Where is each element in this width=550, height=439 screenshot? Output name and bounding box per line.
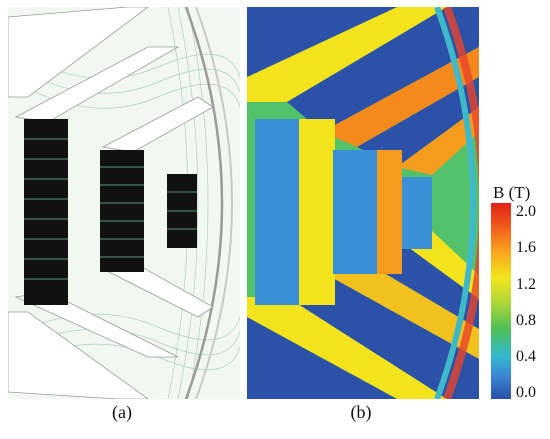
coils	[24, 119, 197, 305]
colorbar-tick: 0.0	[516, 384, 536, 401]
colorbar-tick: 0.4	[516, 348, 536, 365]
colorbar	[491, 203, 511, 399]
colorbar-tick: 0.8	[516, 312, 536, 329]
flux-lines-plot	[8, 7, 240, 399]
air-gap-arc	[184, 7, 224, 399]
flux-density-panel	[247, 7, 479, 399]
colorbar-title: B (T)	[493, 183, 531, 202]
flux-lines-panel	[8, 7, 240, 399]
coil-regions	[255, 119, 432, 305]
colorbar-tick: 2.0	[516, 203, 536, 220]
colorbar-tick: 1.6	[516, 239, 536, 256]
air-gap-ring	[434, 7, 476, 399]
caption-b: (b)	[350, 402, 372, 422]
caption-a: (a)	[112, 402, 132, 422]
colorbar-tick: 1.2	[516, 276, 536, 293]
flux-density-map	[247, 7, 479, 399]
